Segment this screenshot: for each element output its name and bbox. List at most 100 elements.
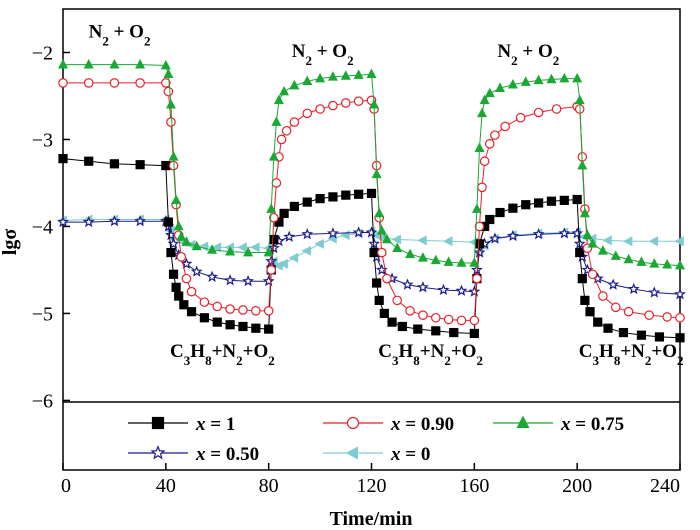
data-point [546, 73, 557, 84]
data-point [328, 100, 338, 111]
data-point [289, 117, 300, 127]
data-point [520, 76, 531, 86]
data-point [374, 295, 384, 305]
x-tick-label: 0 [61, 475, 71, 497]
data-point [58, 154, 68, 164]
x-tick-label: 200 [562, 475, 592, 497]
data-point [674, 236, 684, 247]
data-point [109, 78, 120, 88]
data-point [243, 246, 254, 257]
data-point [675, 333, 685, 343]
data-point [341, 190, 351, 200]
data-point [532, 228, 545, 240]
data-point [302, 108, 313, 119]
y-tick-label: −2 [32, 42, 53, 64]
data-point [533, 107, 544, 118]
data-point [610, 250, 621, 260]
data-point [442, 236, 453, 247]
data-point [533, 74, 544, 85]
data-point [579, 207, 590, 218]
series-2 [58, 58, 685, 270]
data-point [369, 247, 379, 258]
data-point [281, 125, 292, 136]
data-point [242, 275, 255, 287]
data-point [181, 273, 192, 284]
data-point [181, 236, 192, 246]
data-point [327, 227, 339, 239]
data-point [582, 229, 593, 239]
data-point [176, 252, 187, 262]
data-point [416, 281, 429, 293]
data-point [166, 117, 176, 127]
data-point [382, 273, 392, 284]
data-point [161, 78, 171, 88]
data-point [278, 258, 288, 269]
data-point [212, 301, 223, 312]
legend-label: x = 1 [195, 414, 235, 435]
data-point [598, 291, 608, 301]
data-point [207, 244, 218, 254]
data-point [354, 189, 364, 199]
data-point [168, 151, 179, 161]
legend-item: x = 0.90 [323, 414, 454, 435]
data-point [618, 327, 629, 338]
data-point [577, 274, 587, 284]
data-point [374, 207, 385, 218]
x-tick-label: 80 [259, 475, 279, 497]
legend: x = 1 x = 0.90 x = 0.75 x = 0.50 x = 0 [128, 414, 624, 465]
data-point [237, 242, 247, 253]
data-point [199, 313, 209, 323]
data-point [508, 203, 518, 213]
data-point [417, 252, 428, 262]
data-point [471, 203, 482, 213]
data-point [353, 96, 364, 106]
data-point [575, 247, 585, 258]
data-point [83, 78, 94, 88]
data-point [474, 221, 485, 232]
legend-label: x = 0.75 [560, 414, 624, 435]
data-point [267, 241, 280, 254]
legend-marker [516, 415, 530, 428]
data-point [212, 317, 222, 327]
data-point [369, 98, 380, 109]
data-point [161, 160, 171, 171]
data-point [266, 265, 277, 275]
data-point [381, 233, 392, 244]
data-point [135, 78, 145, 88]
gas-annotation: N2 + O2 [292, 41, 354, 68]
data-point [675, 312, 685, 323]
data-point [279, 85, 290, 96]
data-point [314, 238, 324, 249]
data-point [484, 139, 495, 149]
data-point [109, 58, 120, 69]
data-point [315, 194, 325, 204]
data-point [340, 70, 351, 80]
data-point [472, 273, 482, 284]
data-point [577, 159, 588, 170]
data-point [574, 94, 585, 105]
data-point [302, 197, 312, 207]
data-point [430, 312, 441, 323]
data-point [551, 104, 562, 114]
data-point [484, 87, 495, 98]
y-tick-label: −4 [32, 216, 53, 238]
data-point [495, 82, 506, 92]
data-point [251, 323, 261, 333]
data-point [376, 247, 387, 258]
data-point [315, 104, 325, 114]
data-point [269, 212, 279, 223]
data-point [585, 307, 595, 317]
x-tick-label: 240 [650, 475, 680, 497]
gas-annotation: N2 + O2 [89, 22, 151, 49]
data-point [352, 226, 365, 238]
data-point [485, 214, 495, 225]
data-point [366, 188, 377, 198]
data-point [58, 78, 68, 88]
data-point [315, 72, 326, 83]
data-point [163, 86, 174, 97]
data-point [587, 238, 598, 248]
series-3 [57, 214, 686, 300]
data-point [302, 75, 313, 85]
x-tick-label: 120 [357, 475, 387, 497]
data-point [179, 300, 189, 310]
